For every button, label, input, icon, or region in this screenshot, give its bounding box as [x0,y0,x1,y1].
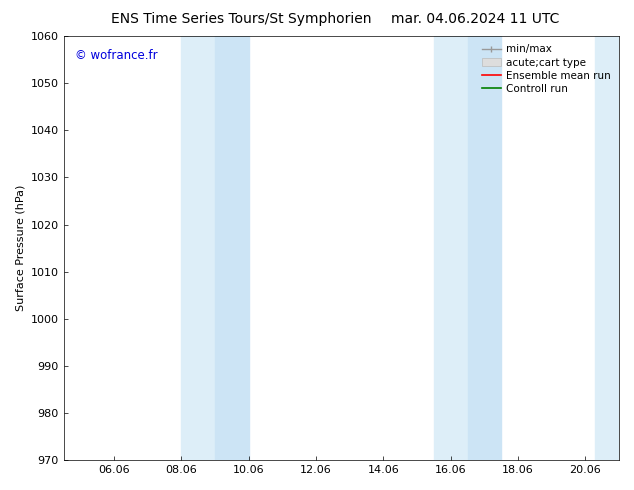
Bar [467,36,501,460]
Text: mar. 04.06.2024 11 UTC: mar. 04.06.2024 11 UTC [391,12,560,26]
Bar [215,36,249,460]
Legend: min/max, acute;cart type, Ensemble mean run, Controll run: min/max, acute;cart type, Ensemble mean … [479,41,614,97]
Bar [181,36,215,460]
Text: © wofrance.fr: © wofrance.fr [75,49,157,62]
Y-axis label: Surface Pressure (hPa): Surface Pressure (hPa) [15,185,25,311]
Bar [595,36,619,460]
Bar [434,36,467,460]
Text: ENS Time Series Tours/St Symphorien: ENS Time Series Tours/St Symphorien [111,12,371,26]
